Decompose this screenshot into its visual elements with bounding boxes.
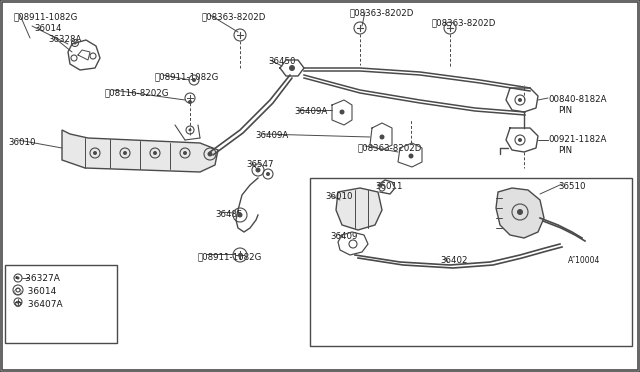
Text: Ⓜ08363-8202D: Ⓜ08363-8202D [202, 12, 266, 21]
Polygon shape [62, 130, 218, 172]
Text: Ⓜ08363-8202D: Ⓜ08363-8202D [350, 8, 414, 17]
Text: 36328A: 36328A [48, 35, 81, 44]
Text: 36010: 36010 [8, 138, 35, 147]
Circle shape [266, 172, 270, 176]
Text: ⚙  36407A: ⚙ 36407A [14, 300, 63, 309]
Text: ⒲08116-8202G: ⒲08116-8202G [105, 88, 170, 97]
Text: ○  36014: ○ 36014 [14, 287, 56, 296]
Polygon shape [336, 188, 382, 230]
Circle shape [380, 135, 385, 140]
Text: Ⓜ08363-8202D: Ⓜ08363-8202D [432, 18, 497, 27]
Text: 36409A: 36409A [294, 107, 327, 116]
Circle shape [518, 98, 522, 102]
Polygon shape [496, 188, 544, 238]
Circle shape [188, 100, 192, 104]
Circle shape [74, 42, 77, 45]
Circle shape [17, 276, 19, 279]
Circle shape [339, 109, 344, 115]
Circle shape [153, 151, 157, 155]
Circle shape [238, 253, 242, 257]
Circle shape [183, 151, 187, 155]
Text: 00840-8182A: 00840-8182A [548, 95, 607, 104]
Circle shape [93, 151, 97, 155]
Circle shape [123, 151, 127, 155]
Circle shape [255, 167, 260, 173]
Text: •  36327A: • 36327A [14, 274, 60, 283]
Text: 36011: 36011 [375, 182, 403, 191]
Circle shape [189, 128, 191, 131]
Bar [5, 265, 117, 343]
Circle shape [289, 65, 295, 71]
Circle shape [518, 138, 522, 142]
Circle shape [517, 209, 523, 215]
Text: 36409A: 36409A [255, 131, 288, 140]
Text: ⓝ08911-1082G: ⓝ08911-1082G [155, 72, 220, 81]
Text: Ⓜ08363-8202D: Ⓜ08363-8202D [358, 143, 422, 152]
Text: 36010: 36010 [325, 192, 353, 201]
Text: 36014: 36014 [34, 24, 61, 33]
Text: 36409: 36409 [330, 232, 357, 241]
Text: PIN: PIN [558, 146, 572, 155]
Bar [310, 178, 632, 346]
Text: 36485: 36485 [215, 210, 243, 219]
Text: 36547: 36547 [246, 160, 273, 169]
Text: ⓝ08911-1082G: ⓝ08911-1082G [14, 12, 78, 21]
Text: A″10004: A″10004 [568, 256, 600, 265]
Text: 36402: 36402 [440, 256, 467, 265]
Text: ⓝ08911-1082G: ⓝ08911-1082G [198, 252, 262, 261]
Text: 00921-1182A: 00921-1182A [548, 135, 606, 144]
Circle shape [237, 212, 243, 218]
Text: 36450: 36450 [268, 57, 296, 66]
Circle shape [192, 78, 196, 82]
Circle shape [408, 154, 413, 158]
Text: PIN: PIN [558, 106, 572, 115]
Circle shape [207, 151, 212, 157]
Text: 36510: 36510 [558, 182, 586, 191]
